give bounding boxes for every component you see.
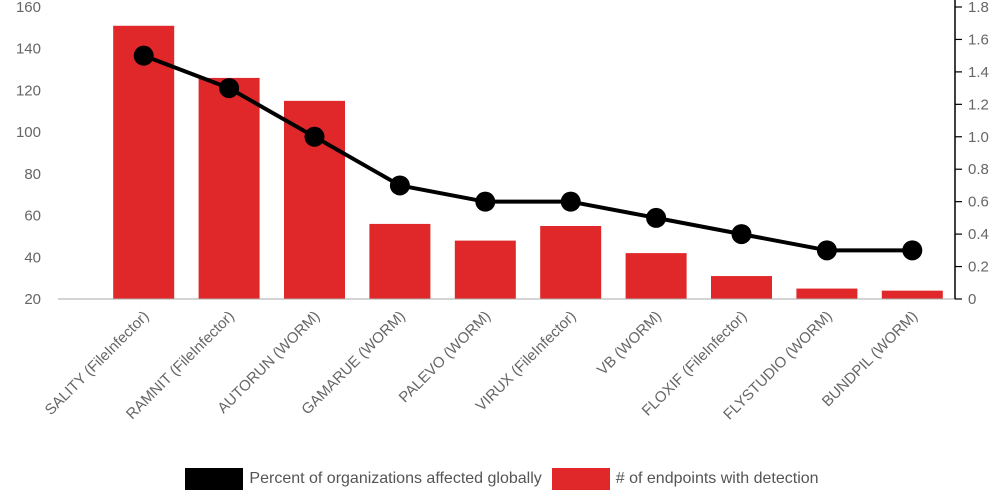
line-point[interactable] [475,191,496,212]
legend-label-bar: # of endpoints with detection [615,470,819,487]
combo-chart: 20 40 60 80 100 120 140 160 0 0.2 0.4 0.6 0.8 1.0 1.2… [16,0,989,424]
legend: Percent of organizations affected global… [0,468,1004,490]
left-tick-label: 20 [24,291,41,308]
right-tick-label: 1.2 [968,96,989,113]
right-tick-label: 0 [968,291,976,308]
line-point[interactable] [389,175,410,196]
category-label: PALEVO (WORM) [396,308,494,406]
left-tick-label: 80 [24,166,41,183]
line-point[interactable] [902,240,923,261]
bar[interactable] [113,25,175,300]
line-point[interactable] [219,78,240,99]
right-y-axis: 0 0.2 0.4 0.6 0.8 1.0 1.2 1.4 1.6 1.8 [955,0,989,308]
left-tick-label: 160 [16,0,41,16]
legend-item-line[interactable]: Percent of organizations affected global… [185,468,542,490]
bar[interactable] [540,226,602,299]
right-tick-label: 0.4 [968,226,989,243]
left-tick-label: 60 [24,208,41,225]
legend-label-line: Percent of organizations affected global… [249,470,542,487]
right-tick-label: 0.6 [968,194,989,211]
left-tick-label: 120 [16,82,41,99]
legend-swatch-bar [551,468,610,490]
right-tick-label: 1.8 [968,0,989,16]
bar[interactable] [369,223,431,299]
legend-swatch-line [185,468,244,490]
left-y-axis: 20 40 60 80 100 120 140 160 [16,0,41,308]
right-tick-label: 1.0 [968,129,989,146]
line-point[interactable] [133,45,154,66]
bar[interactable] [711,276,772,299]
right-tick-label: 0.8 [968,161,989,178]
bar-series [113,25,943,300]
line-point[interactable] [816,240,837,261]
line-point[interactable] [731,224,752,245]
line-path [142,53,913,253]
legend-item-bar[interactable]: # of endpoints with detection [551,468,819,490]
left-tick-label: 140 [16,41,41,58]
left-tick-label: 100 [16,124,41,141]
bar[interactable] [454,240,516,299]
x-axis-categories: SALITY (FileInfector)RAMNIT (FileInfecto… [42,308,921,424]
right-tick-label: 1.4 [968,64,989,81]
category-label: BUNDPIL (WORM) [819,308,921,410]
category-label: VB (WORM) [594,308,665,379]
bar[interactable] [796,288,858,299]
bar[interactable] [198,77,260,300]
line-point[interactable] [560,191,581,212]
left-tick-label: 40 [24,249,41,266]
bar[interactable] [625,253,687,299]
line-point[interactable] [646,207,667,228]
line-point[interactable] [304,126,325,147]
right-tick-label: 1.6 [968,31,989,48]
line-series [133,45,923,261]
right-tick-label: 0.2 [968,259,989,276]
bar[interactable] [881,290,943,299]
